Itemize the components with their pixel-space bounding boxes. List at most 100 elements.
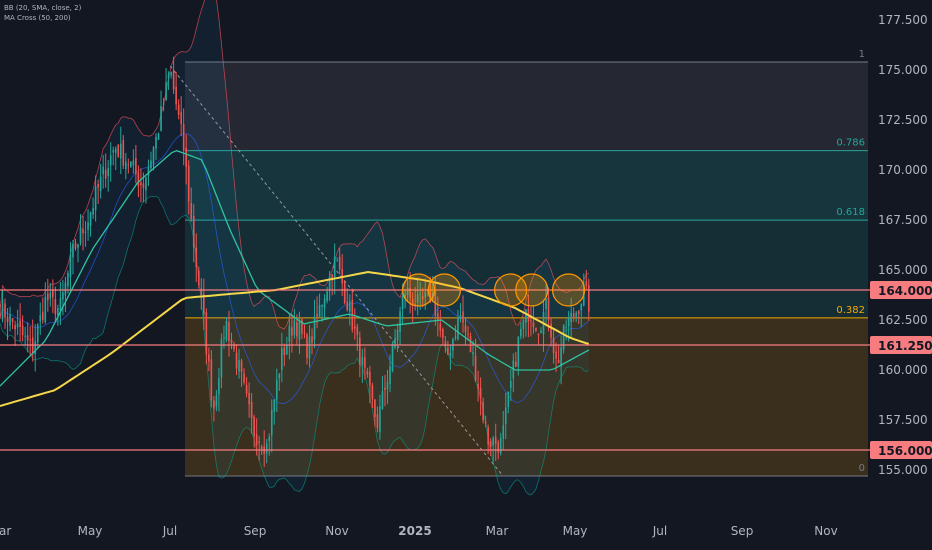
candle-body xyxy=(122,140,125,166)
candle-body xyxy=(356,326,359,335)
candle-body xyxy=(215,395,218,407)
candle-body xyxy=(572,313,575,318)
candle-body xyxy=(515,361,517,367)
moving-averages xyxy=(0,150,590,407)
candle-body xyxy=(160,106,162,131)
candle-body xyxy=(74,242,77,249)
candle-body xyxy=(439,323,442,331)
legend-ma-cross[interactable]: MA Cross (50, 200) xyxy=(4,14,71,22)
candle-body xyxy=(306,334,308,358)
candle-body xyxy=(540,330,542,334)
candle-body xyxy=(4,303,6,318)
candle-body xyxy=(54,299,57,315)
candle-body xyxy=(64,282,67,296)
time-tick-label: Nov xyxy=(325,524,348,538)
candle-body xyxy=(384,387,386,391)
candle-body xyxy=(114,148,117,153)
candle-body xyxy=(99,176,102,192)
candle-body xyxy=(379,406,381,432)
candle-body xyxy=(321,304,323,307)
fib-level-label: 1 xyxy=(859,49,865,60)
candle-body xyxy=(167,74,170,79)
candle-body xyxy=(67,272,69,287)
candle-body xyxy=(565,327,567,329)
candle-body xyxy=(316,314,318,317)
candle-body xyxy=(278,373,281,379)
candle-body xyxy=(21,325,24,336)
candle-body xyxy=(104,170,107,179)
candle-body xyxy=(145,177,147,191)
candle-body xyxy=(577,311,580,314)
fib-zone xyxy=(185,220,868,318)
candle-body xyxy=(135,158,137,174)
candle-body xyxy=(117,144,120,157)
candle-body xyxy=(381,391,384,410)
ma-200-line xyxy=(0,270,590,407)
candle-body xyxy=(87,222,89,231)
candle-body xyxy=(240,360,243,372)
candle-body xyxy=(250,401,253,419)
fib-level-label: 0.618 xyxy=(836,207,865,218)
candle-body xyxy=(499,437,502,453)
candle-body xyxy=(19,320,21,327)
candle-body xyxy=(411,298,414,306)
candle-body xyxy=(467,333,469,336)
fib-level-label: 0.786 xyxy=(836,138,865,149)
candle-body xyxy=(142,183,145,188)
candle-body xyxy=(46,293,49,301)
candle-body xyxy=(107,167,110,177)
time-tick-label: May xyxy=(563,524,588,538)
candle-body xyxy=(220,338,223,378)
candle-body xyxy=(150,160,152,169)
candle-body xyxy=(165,82,167,101)
candle-body xyxy=(348,301,351,312)
candle-body xyxy=(57,308,59,316)
candle-body xyxy=(580,303,583,311)
legend-bb[interactable]: BB (20, SMA, close, 2) xyxy=(4,4,82,12)
candle-body xyxy=(394,338,396,348)
candle-body xyxy=(97,184,99,188)
fib-level-label: 0 xyxy=(859,463,865,474)
candle-body xyxy=(213,400,215,409)
candle-body xyxy=(248,392,250,405)
candle-body xyxy=(361,356,364,366)
candle-body xyxy=(52,289,54,298)
candle-body xyxy=(346,301,349,311)
candle-body xyxy=(567,318,570,327)
fib-level-label: 0.382 xyxy=(836,305,865,316)
candle-body xyxy=(127,164,130,166)
time-tick-label: Mar xyxy=(486,524,509,538)
candle-body xyxy=(494,436,497,444)
candle-body xyxy=(172,70,175,90)
candle-body xyxy=(416,294,419,303)
candle-body xyxy=(175,86,177,105)
candle-body xyxy=(94,186,97,211)
candle-body xyxy=(537,333,540,335)
price-level-tag xyxy=(870,281,932,299)
candle-body xyxy=(303,332,306,334)
candle-body xyxy=(575,312,578,317)
candle-body xyxy=(233,343,235,350)
candle-body xyxy=(291,327,293,336)
candle-body xyxy=(84,231,87,233)
candle-body xyxy=(509,380,512,388)
candle-body xyxy=(283,347,286,356)
candle-body xyxy=(404,293,406,299)
candle-body xyxy=(245,384,248,394)
candle-body xyxy=(587,284,590,312)
candle-body xyxy=(333,257,336,278)
candle-body xyxy=(391,343,394,371)
candle-body xyxy=(190,203,193,219)
candle-body xyxy=(253,416,255,437)
price-tick-label: 155.000 xyxy=(878,463,928,477)
candle-body xyxy=(225,320,228,340)
candle-body xyxy=(477,383,479,390)
time-tick-label: Mar xyxy=(0,524,11,538)
candle-body xyxy=(238,360,240,372)
candle-body xyxy=(155,136,157,149)
price-level-tag-label: 156.000 xyxy=(878,444,932,458)
resistance-circles[interactable] xyxy=(402,273,586,307)
candle-body xyxy=(192,216,195,248)
